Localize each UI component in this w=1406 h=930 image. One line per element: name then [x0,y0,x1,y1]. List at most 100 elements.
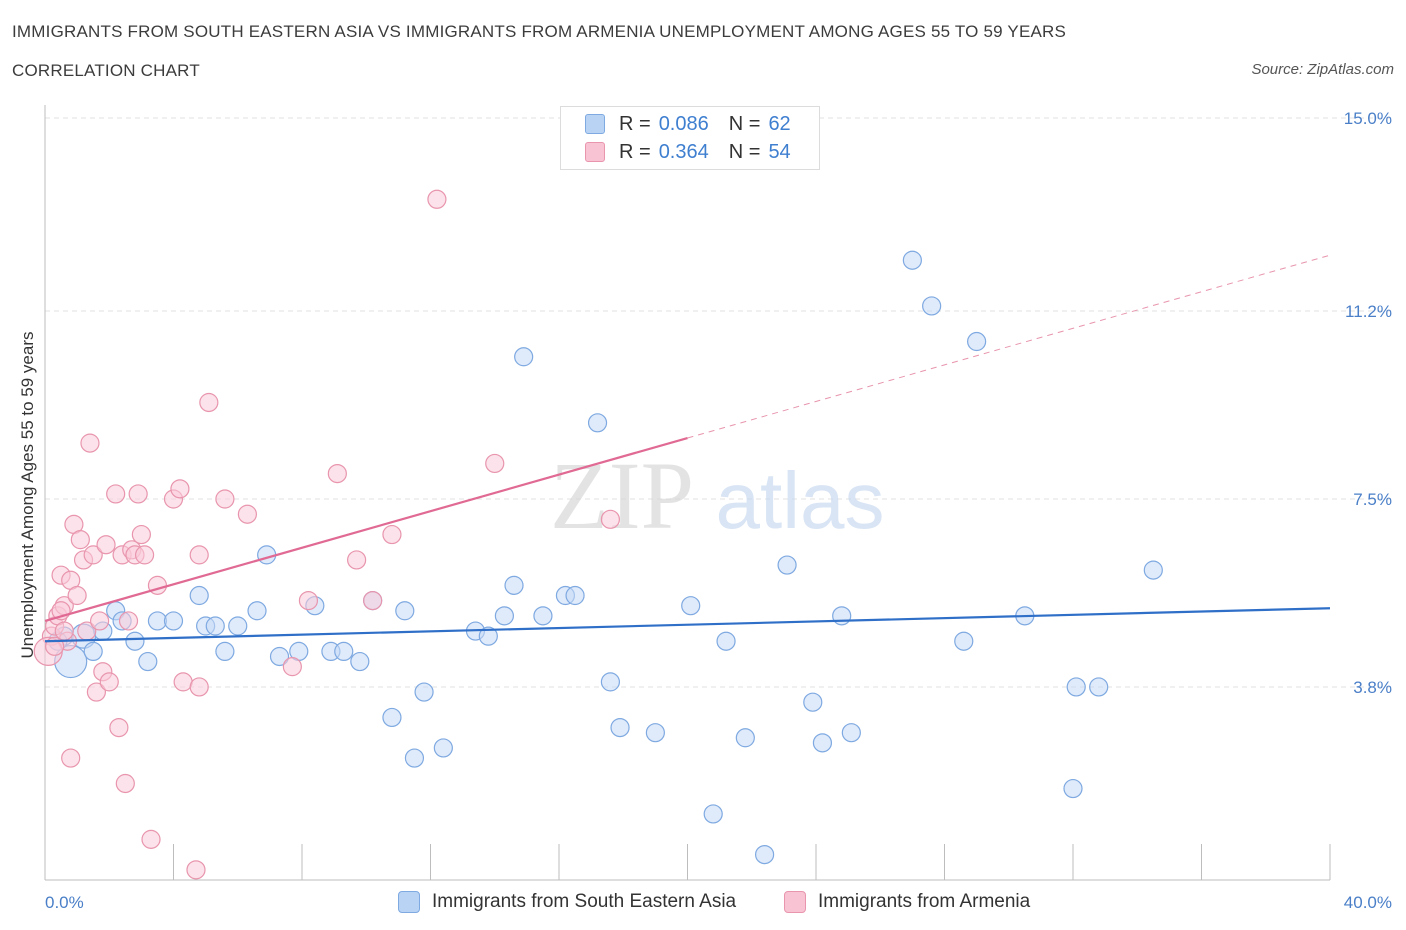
point-armenia [186,860,206,880]
axes [44,105,1331,881]
point-sea [125,631,145,651]
y-tick-label: 7.5% [1353,490,1392,509]
point-sea [716,631,736,651]
point-sea [257,545,277,565]
bottom-legend-swatch-armenia [784,891,806,913]
chart-title: IMMIGRANTS FROM SOUTH EASTERN ASIA VS IM… [12,22,1067,41]
y-tick-label: 11.2% [1345,302,1392,321]
point-armenia [115,773,135,794]
point-armenia [90,611,110,631]
correlation-legend: R = 0.086 N = 62 R = 0.364 N = 54 [560,106,820,170]
point-armenia [118,611,139,631]
source-credit: Source: ZipAtlas.com [1251,61,1394,78]
point-sea [967,331,987,352]
point-armenia [106,484,126,504]
point-sea [754,844,775,865]
trend-line-armenia [44,436,688,622]
point-sea [395,601,415,621]
point-sea [645,723,665,743]
point-armenia [128,484,148,504]
legend-r-value-armenia: 0.364 [658,140,709,163]
point-armenia [427,189,447,209]
point-sea [494,606,514,626]
point-sea [703,804,723,824]
point-armenia [67,585,87,606]
point-sea [1066,677,1086,697]
point-sea [205,616,225,636]
point-armenia [298,590,319,611]
point-sea [382,707,402,728]
point-armenia [189,677,209,697]
legend-row-sea: R = 0.086 N = 62 [585,112,791,136]
point-sea [433,738,453,758]
point-sea [954,631,974,651]
point-armenia [70,530,90,550]
point-sea [812,733,833,753]
point-sea [350,651,370,672]
bottom-legend-label-armenia: Immigrants from Armenia [818,891,1031,912]
point-sea [414,682,434,702]
point-sea [735,728,755,748]
bottom-legend-label-sea: Immigrants from South Eastern Asia [432,891,737,912]
point-sea [334,641,354,662]
point-sea [404,748,425,768]
y-axis-title: Unemployment Among Ages 55 to 59 years [18,332,37,659]
point-armenia [99,672,119,692]
point-armenia [600,509,621,529]
point-sea [147,611,168,631]
legend-row-armenia: R = 0.364 N = 54 [585,140,791,164]
point-sea [681,596,701,616]
legend-r-label: R = [619,140,651,163]
legend-n-value-armenia: 54 [768,140,791,163]
point-armenia [189,545,209,565]
point-sea [163,611,184,631]
point-armenia [54,621,74,641]
trend-line-armenia-extrapolated [687,254,1331,439]
axis-labels: 3.8% 7.5% 11.2% 15.0% 0.0% 40.0% Unemployment … [18,109,1392,912]
legend-n-value-sea: 62 [768,112,791,135]
point-sea [215,641,235,662]
trend-lines [44,254,1331,643]
point-armenia [61,748,81,768]
legend-swatch-armenia [585,142,605,162]
point-sea [533,606,553,626]
legend-n-label: N = [728,140,761,163]
point-armenia [237,504,257,524]
point-sea [777,555,797,575]
point-sea [189,585,209,606]
point-armenia [80,433,100,453]
point-sea [83,641,103,662]
point-sea [841,723,861,743]
point-armenia [170,479,190,499]
point-armenia [282,657,302,677]
point-armenia [347,550,367,570]
point-armenia [215,489,235,509]
point-sea [228,616,248,636]
point-sea [478,626,498,646]
x-tick-label-min: 0.0% [45,893,84,912]
point-sea [138,651,158,672]
point-armenia [327,464,347,484]
legend-r-label: R = [619,112,651,135]
point-armenia [96,535,116,555]
point-sea [514,347,534,367]
legend-swatch-sea [585,114,605,134]
watermark: ZIP atlas [550,442,884,549]
point-sea [1063,778,1083,799]
point-sea [832,606,852,626]
point-sea [1089,677,1109,697]
point-armenia [382,524,402,545]
data-points [33,189,1163,880]
point-sea [1143,560,1163,580]
point-sea [504,575,524,595]
point-sea [269,646,290,667]
bottom-legend-armenia: Immigrants from Armenia [784,890,1030,914]
chart-subtitle: CORRELATION CHART [12,61,200,80]
point-sea [922,296,942,316]
point-armenia [199,392,219,413]
point-sea [587,413,608,433]
point-armenia [134,545,155,565]
bottom-legend-swatch-sea [398,891,420,913]
point-armenia [109,717,129,738]
x-tick-label-max: 40.0% [1344,893,1392,912]
